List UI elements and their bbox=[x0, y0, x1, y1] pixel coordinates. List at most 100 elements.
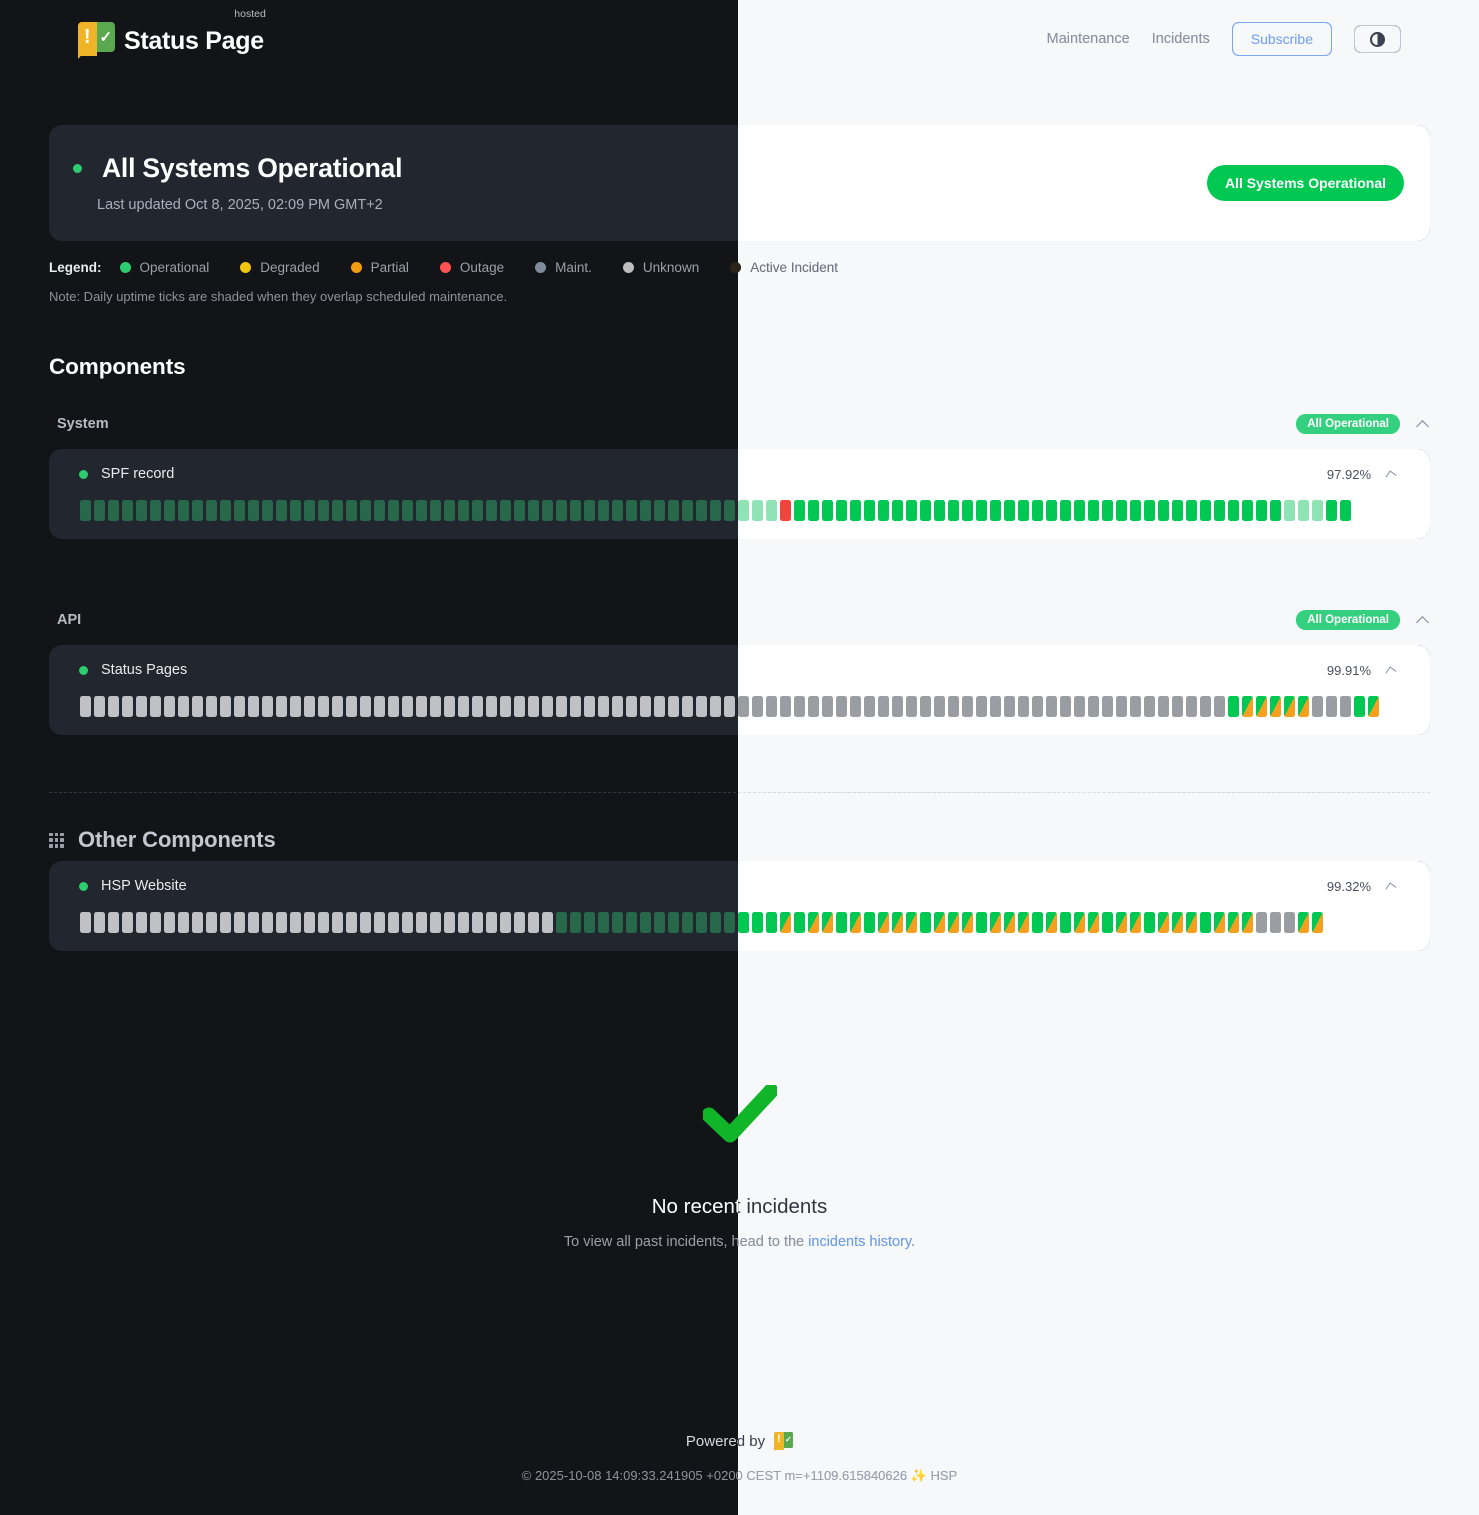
uptime-tick-op[interactable] bbox=[640, 912, 651, 933]
uptime-tick-split[interactable] bbox=[1046, 912, 1057, 933]
uptime-tick-unk[interactable] bbox=[1130, 696, 1141, 717]
uptime-tick-unk[interactable] bbox=[682, 696, 693, 717]
uptime-tick-op[interactable] bbox=[654, 912, 665, 933]
uptime-tick-op[interactable] bbox=[150, 500, 161, 521]
uptime-tick-unk[interactable] bbox=[108, 696, 119, 717]
uptime-tick-op[interactable] bbox=[1130, 500, 1141, 521]
uptime-tick-unk[interactable] bbox=[374, 696, 385, 717]
uptime-tick-split[interactable] bbox=[1312, 912, 1323, 933]
uptime-tick-op[interactable] bbox=[346, 500, 357, 521]
uptime-tick-op[interactable] bbox=[528, 500, 539, 521]
uptime-tick-unk[interactable] bbox=[500, 696, 511, 717]
uptime-tick-op[interactable] bbox=[892, 500, 903, 521]
uptime-tick-unk[interactable] bbox=[1018, 696, 1029, 717]
uptime-tick-unk[interactable] bbox=[178, 912, 189, 933]
uptime-tick-unk[interactable] bbox=[1284, 912, 1295, 933]
uptime-tick-op[interactable] bbox=[1004, 500, 1015, 521]
uptime-tick-op[interactable] bbox=[1340, 500, 1351, 521]
uptime-tick-op[interactable] bbox=[696, 912, 707, 933]
uptime-tick-unk[interactable] bbox=[836, 696, 847, 717]
uptime-tick-op[interactable] bbox=[1018, 500, 1029, 521]
uptime-tick-unk[interactable] bbox=[290, 696, 301, 717]
uptime-tick-op[interactable] bbox=[1102, 912, 1113, 933]
uptime-tick-split[interactable] bbox=[1242, 912, 1253, 933]
uptime-tick-unk[interactable] bbox=[528, 696, 539, 717]
uptime-tick-op[interactable] bbox=[920, 500, 931, 521]
uptime-tick-unk[interactable] bbox=[486, 696, 497, 717]
uptime-tick-unk[interactable] bbox=[262, 912, 273, 933]
uptime-tick-op[interactable] bbox=[556, 500, 567, 521]
uptime-tick-unk[interactable] bbox=[500, 912, 511, 933]
uptime-tick-split[interactable] bbox=[1186, 912, 1197, 933]
uptime-tick-op[interactable] bbox=[1256, 500, 1267, 521]
uptime-tick-unk[interactable] bbox=[542, 696, 553, 717]
uptime-tick-unk[interactable] bbox=[1200, 696, 1211, 717]
theme-toggle-button[interactable] bbox=[1354, 25, 1401, 53]
uptime-tick-split[interactable] bbox=[780, 912, 791, 933]
uptime-tick-op[interactable] bbox=[612, 500, 623, 521]
uptime-tick-unk[interactable] bbox=[1004, 696, 1015, 717]
uptime-tick-unk[interactable] bbox=[1060, 696, 1071, 717]
uptime-tick-op[interactable] bbox=[290, 500, 301, 521]
uptime-tick-unk[interactable] bbox=[318, 696, 329, 717]
uptime-tick-unk[interactable] bbox=[1032, 696, 1043, 717]
uptime-tick-split[interactable] bbox=[1256, 696, 1267, 717]
chevron-up-icon[interactable] bbox=[1386, 470, 1398, 478]
uptime-tick-unk[interactable] bbox=[864, 696, 875, 717]
uptime-tick-op[interactable] bbox=[1228, 696, 1239, 717]
uptime-tick-unk[interactable] bbox=[164, 912, 175, 933]
uptime-tick-op[interactable] bbox=[640, 500, 651, 521]
uptime-tick-op[interactable] bbox=[318, 500, 329, 521]
uptime-tick-op[interactable] bbox=[1074, 500, 1085, 521]
uptime-tick-op[interactable] bbox=[1186, 500, 1197, 521]
uptime-tick-split[interactable] bbox=[1130, 912, 1141, 933]
uptime-tick-op[interactable] bbox=[878, 500, 889, 521]
chevron-up-icon[interactable] bbox=[1417, 420, 1430, 428]
uptime-tick-unk[interactable] bbox=[472, 912, 483, 933]
uptime-tick-unk[interactable] bbox=[1312, 696, 1323, 717]
uptime-tick-unk[interactable] bbox=[318, 912, 329, 933]
uptime-tick-op[interactable] bbox=[654, 500, 665, 521]
uptime-tick-unk[interactable] bbox=[150, 696, 161, 717]
uptime-tick-op[interactable] bbox=[136, 500, 147, 521]
uptime-tick-op[interactable] bbox=[1172, 500, 1183, 521]
uptime-tick-unk[interactable] bbox=[598, 696, 609, 717]
uptime-tick-unk[interactable] bbox=[276, 696, 287, 717]
uptime-tick-unk[interactable] bbox=[248, 912, 259, 933]
uptime-tick-op[interactable] bbox=[864, 912, 875, 933]
uptime-tick-unk[interactable] bbox=[710, 696, 721, 717]
uptime-tick-split[interactable] bbox=[1298, 912, 1309, 933]
uptime-tick-split[interactable] bbox=[1298, 696, 1309, 717]
uptime-tick-unk[interactable] bbox=[206, 912, 217, 933]
uptime-tick-unk[interactable] bbox=[332, 912, 343, 933]
uptime-tick-op[interactable] bbox=[976, 912, 987, 933]
uptime-tick-split[interactable] bbox=[850, 912, 861, 933]
uptime-tick-unk[interactable] bbox=[948, 696, 959, 717]
uptime-tick-op[interactable] bbox=[1214, 500, 1225, 521]
uptime-tick-split[interactable] bbox=[878, 912, 889, 933]
uptime-tick-split[interactable] bbox=[1018, 912, 1029, 933]
uptime-tick-op[interactable] bbox=[178, 500, 189, 521]
uptime-tick-maint[interactable] bbox=[752, 500, 763, 521]
uptime-tick-op[interactable] bbox=[1046, 500, 1057, 521]
uptime-tick-op[interactable] bbox=[906, 500, 917, 521]
uptime-tick-unk[interactable] bbox=[360, 696, 371, 717]
chevron-up-icon[interactable] bbox=[1417, 616, 1430, 624]
uptime-tick-unk[interactable] bbox=[1270, 912, 1281, 933]
uptime-tick-strip[interactable] bbox=[738, 678, 1400, 735]
uptime-tick-unk[interactable] bbox=[752, 696, 763, 717]
uptime-tick-split[interactable] bbox=[934, 912, 945, 933]
uptime-tick-op[interactable] bbox=[514, 500, 525, 521]
uptime-tick-op[interactable] bbox=[794, 912, 805, 933]
uptime-tick-unk[interactable] bbox=[906, 696, 917, 717]
uptime-tick-unk[interactable] bbox=[164, 696, 175, 717]
incidents-history-link[interactable]: incidents history bbox=[808, 1234, 912, 1250]
uptime-tick-unk[interactable] bbox=[94, 696, 105, 717]
uptime-tick-op[interactable] bbox=[808, 500, 819, 521]
uptime-tick-unk[interactable] bbox=[388, 912, 399, 933]
uptime-tick-op[interactable] bbox=[682, 912, 693, 933]
uptime-tick-unk[interactable] bbox=[570, 696, 581, 717]
uptime-tick-unk[interactable] bbox=[304, 912, 315, 933]
uptime-tick-unk[interactable] bbox=[458, 912, 469, 933]
uptime-tick-unk[interactable] bbox=[892, 696, 903, 717]
